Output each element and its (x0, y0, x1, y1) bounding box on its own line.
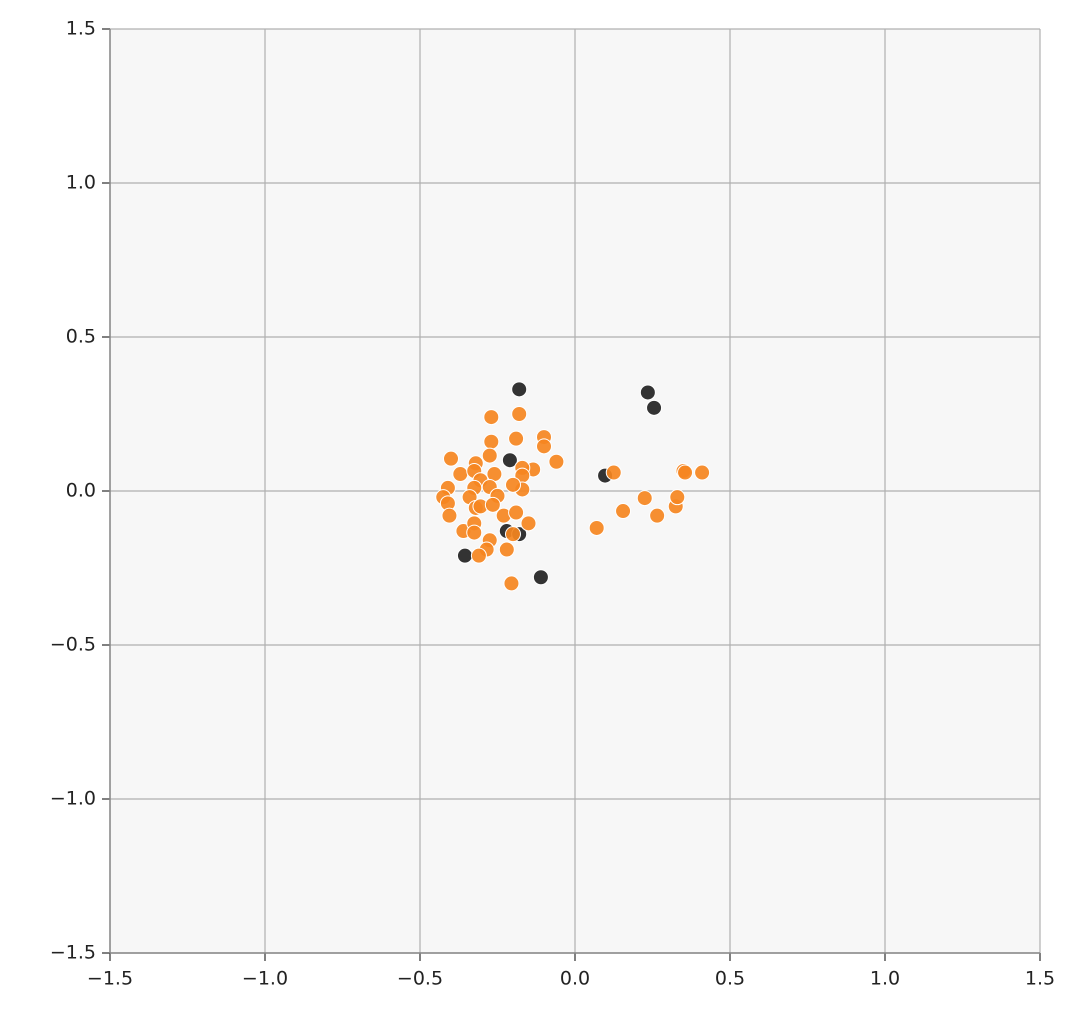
point (520, 515, 537, 532)
point (508, 504, 525, 521)
point (605, 464, 622, 481)
y-tick-label: −0.5 (50, 634, 96, 656)
x-tick-label: −1.0 (242, 968, 288, 990)
point (505, 476, 521, 493)
x-tick-label: 0.0 (560, 968, 590, 990)
point (636, 490, 653, 507)
point (508, 430, 525, 447)
y-tick-label: 1.0 (66, 172, 96, 194)
point (649, 507, 666, 524)
point (536, 438, 552, 455)
y-tick-label: −1.0 (50, 788, 96, 810)
x-tick-label: 1.5 (1025, 968, 1055, 990)
point (532, 569, 549, 586)
point (483, 409, 500, 426)
point (501, 452, 518, 469)
point (452, 466, 469, 483)
point (466, 524, 483, 541)
point (481, 447, 498, 464)
point (505, 526, 521, 543)
point (669, 489, 686, 506)
point (441, 507, 458, 524)
point (511, 406, 528, 422)
point (677, 464, 694, 481)
point (694, 464, 711, 481)
x-tick-label: 0.5 (715, 968, 745, 990)
point (503, 575, 520, 592)
point (548, 453, 565, 470)
point (498, 541, 515, 558)
point (456, 547, 473, 564)
point (484, 496, 501, 513)
point (483, 433, 500, 450)
point (511, 381, 528, 398)
point (615, 503, 632, 520)
y-tick-label: 0.5 (66, 326, 96, 348)
point (470, 547, 487, 564)
x-tick-label: −1.5 (87, 968, 133, 990)
y-tick-label: 1.5 (66, 18, 96, 40)
point (588, 519, 605, 536)
point (646, 399, 663, 416)
x-tick-label: 1.0 (870, 968, 900, 990)
x-tick-label: −0.5 (397, 968, 443, 990)
point (639, 384, 656, 401)
point (443, 450, 459, 467)
y-tick-label: −1.5 (50, 942, 96, 964)
y-tick-label: 0.0 (66, 480, 96, 502)
